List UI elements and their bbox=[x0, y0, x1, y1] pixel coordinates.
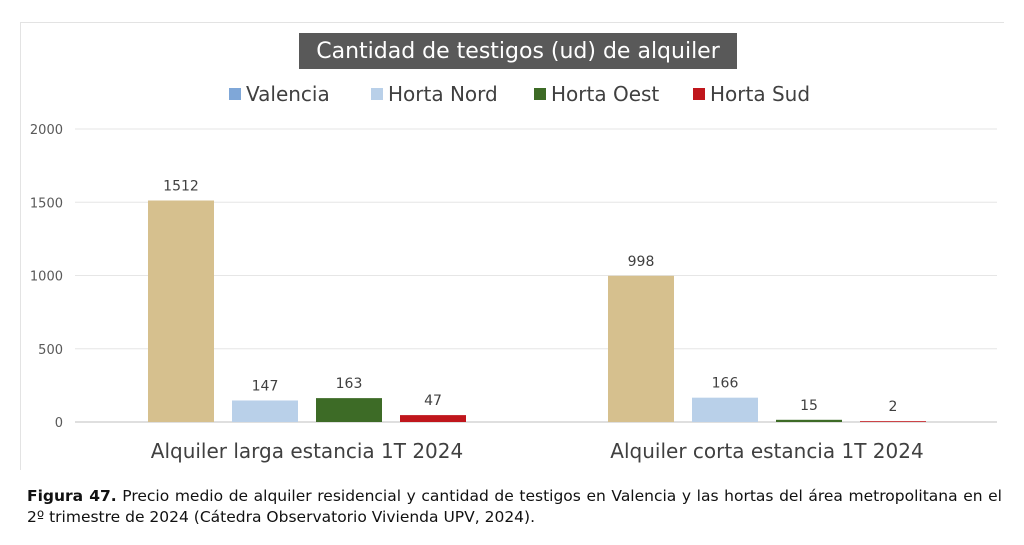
bar bbox=[692, 397, 758, 422]
bar bbox=[400, 415, 466, 422]
data-label: 1512 bbox=[163, 178, 199, 194]
bar bbox=[860, 421, 926, 422]
bar-chart: Cantidad de testigos (ud) de alquiler Va… bbox=[30, 33, 997, 463]
caption-label: Figura 47. bbox=[27, 487, 117, 505]
y-tick-label: 0 bbox=[55, 416, 63, 431]
figure-caption: Figura 47. Precio medio de alquiler resi… bbox=[27, 486, 1002, 528]
data-label: 998 bbox=[628, 254, 655, 270]
data-label: 47 bbox=[424, 393, 442, 409]
x-category-label: Alquiler larga estancia 1T 2024 bbox=[151, 439, 463, 463]
chart-bars bbox=[148, 200, 926, 422]
y-tick-label: 1500 bbox=[30, 196, 63, 211]
data-label: 2 bbox=[889, 399, 898, 415]
data-label: 15 bbox=[800, 398, 818, 414]
chart-frame bbox=[20, 22, 1004, 470]
data-label: 163 bbox=[336, 376, 363, 392]
legend-label: Valencia bbox=[246, 82, 330, 106]
chart-title-background bbox=[299, 33, 737, 69]
data-label: 166 bbox=[712, 376, 739, 392]
bar bbox=[776, 419, 842, 422]
bar bbox=[608, 275, 674, 422]
y-tick-label: 500 bbox=[38, 343, 63, 358]
chart-legend: Valencia Horta Nord Horta Oest Horta Sud bbox=[229, 82, 810, 106]
legend-swatch bbox=[534, 88, 546, 100]
bar bbox=[232, 400, 298, 422]
legend-label: Horta Oest bbox=[551, 82, 659, 106]
chart-title: Cantidad de testigos (ud) de alquiler bbox=[316, 39, 720, 64]
legend-swatch bbox=[229, 88, 241, 100]
y-axis: 0 500 1000 1500 2000 bbox=[30, 123, 63, 431]
x-axis: Alquiler larga estancia 1T 2024 Alquiler … bbox=[151, 439, 924, 463]
chart-data-labels: 1512 147 163 47 998 166 15 2 bbox=[163, 178, 897, 415]
y-tick-label: 1000 bbox=[30, 270, 63, 285]
y-tick-label: 2000 bbox=[30, 123, 63, 138]
legend-swatch bbox=[371, 88, 383, 100]
legend-swatch bbox=[693, 88, 705, 100]
legend-label: Horta Nord bbox=[388, 82, 498, 106]
data-label: 147 bbox=[252, 378, 279, 394]
x-category-label: Alquiler corta estancia 1T 2024 bbox=[610, 439, 923, 463]
legend-label: Horta Sud bbox=[710, 82, 810, 106]
caption-text: Precio medio de alquiler residencial y c… bbox=[27, 487, 1002, 526]
bar bbox=[148, 200, 214, 422]
chart-grid bbox=[75, 128, 997, 423]
bar bbox=[316, 398, 382, 422]
